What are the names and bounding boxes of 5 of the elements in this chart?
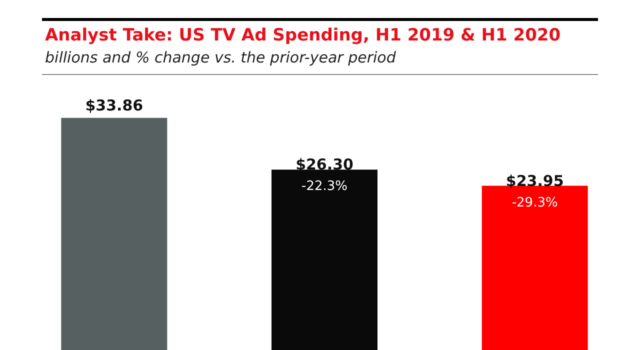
chart-subtitle: billions and % change vs. the prior-year period	[45, 48, 396, 66]
data-label: $26.30 -22.3%	[296, 156, 354, 194]
data-label: $33.86	[85, 96, 144, 114]
data-label: $23.95 -29.3%	[506, 172, 564, 210]
chart-title: Analyst Take: US TV Ad Spending, H1 2019 & H1 2020	[45, 26, 561, 46]
